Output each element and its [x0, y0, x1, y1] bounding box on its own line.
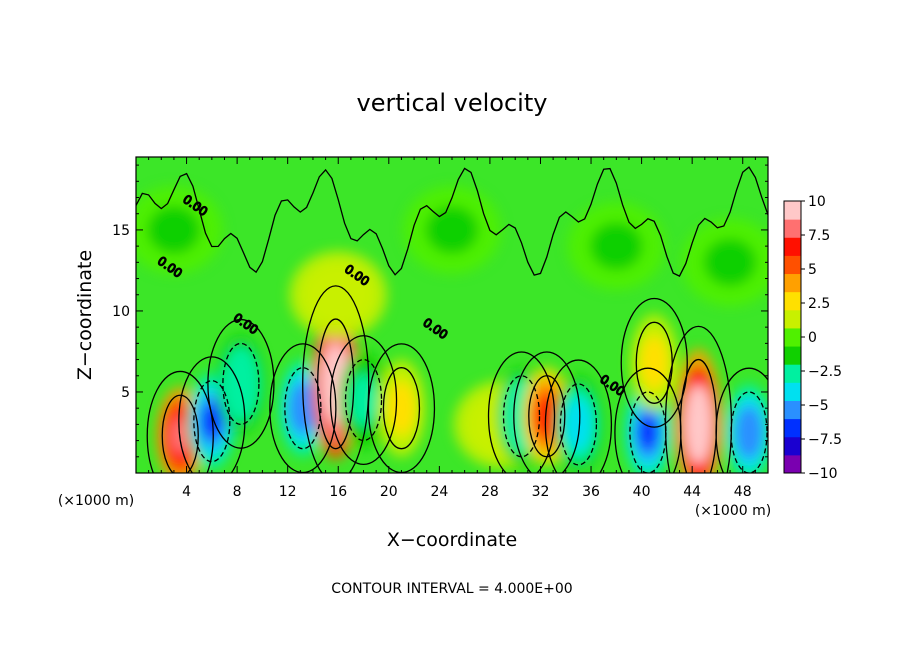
zero-contour-line	[178, 356, 246, 473]
contour-line	[502, 375, 541, 458]
contour-line	[193, 379, 231, 463]
velocity-cell	[567, 202, 666, 291]
colorbar-tick-label: 0	[808, 330, 817, 346]
velocity-cell	[136, 185, 223, 274]
colorbar-tick-label: −7.5	[808, 432, 842, 448]
colorbar-swatch	[784, 237, 801, 256]
y-tick-label: 5	[121, 385, 130, 401]
zero-contour-upper	[136, 166, 768, 277]
contour-line	[635, 321, 673, 404]
zero-contour-line	[207, 318, 275, 449]
velocity-cell	[674, 348, 723, 473]
contour-line	[730, 391, 768, 473]
velocity-cell	[278, 359, 327, 458]
contour-line	[528, 375, 566, 458]
velocity-cell	[681, 218, 768, 307]
colorbar-tick-label: −2.5	[808, 364, 842, 380]
velocity-cell-layer	[712, 246, 748, 279]
contour-line	[222, 342, 260, 426]
y-tick-label: 15	[112, 223, 130, 239]
zero-contour-line	[146, 370, 214, 473]
velocity-cell	[554, 375, 603, 473]
colorbar-tick-label: −10	[808, 466, 838, 482]
colorbar-swatch	[784, 291, 801, 311]
contour-line	[317, 318, 355, 450]
colorbar-swatch	[784, 346, 801, 365]
x-tick-label: 4	[182, 484, 191, 500]
x-tick-label: 16	[329, 484, 347, 500]
colorbar-swatch	[784, 400, 801, 420]
velocity-cell-layer	[644, 345, 665, 381]
contour-line	[161, 394, 199, 473]
zero-contour-line	[664, 325, 733, 473]
x-axis-label: X−coordinate	[387, 529, 517, 551]
x-tick-label: 12	[279, 484, 297, 500]
velocity-field: 0.000.000.000.000.000.00	[136, 157, 768, 473]
colorbar-swatch	[784, 454, 801, 474]
x-tick-label: 48	[734, 484, 752, 500]
velocity-cell	[403, 185, 501, 274]
colorbar-swatch	[784, 309, 801, 329]
zero-contour-line	[544, 359, 613, 473]
colorbar-swatch	[784, 418, 801, 438]
x-tick-label: 32	[532, 484, 550, 500]
x-tick-label: 24	[430, 484, 448, 500]
chart-title: vertical velocity	[357, 89, 548, 117]
colorbar-tick-label: −5	[808, 398, 829, 414]
velocity-cell-layer	[230, 366, 251, 402]
colorbar-tick-label: 7.5	[808, 228, 830, 244]
colorbar-swatch	[784, 382, 801, 401]
colorbar-swatch	[784, 327, 801, 347]
contour-line	[284, 367, 322, 450]
x-tick-label: 20	[380, 484, 398, 500]
zero-contour-line	[715, 367, 768, 473]
colorbar-swatch	[784, 201, 801, 220]
colorbar: 10 7.5 5 2.5 0 −2.5 −5 −7.5 −10	[783, 194, 842, 482]
contour-line	[382, 367, 421, 450]
zero-contour-line	[329, 335, 398, 466]
contour-interval-text: CONTOUR INTERVAL = 4.000E+00	[331, 581, 572, 597]
velocity-cell	[289, 250, 388, 339]
y-axis-label: Z−coordinate	[74, 250, 96, 380]
velocity-cell-layer	[739, 414, 760, 450]
velocity-cell-layer	[156, 213, 192, 246]
colorbar-tick-label: 10	[808, 194, 826, 210]
zero-contour-line	[302, 285, 370, 473]
zero-contour-line	[513, 351, 581, 473]
x-tick-label: 40	[633, 484, 651, 500]
contour-line	[344, 358, 383, 442]
zero-contour-line	[620, 297, 688, 428]
contour-line	[559, 383, 598, 466]
x-unit-label-left: (×1000 m)	[58, 493, 134, 509]
velocity-cell-layer	[598, 230, 634, 263]
colorbar-swatch	[784, 219, 801, 238]
velocity-cell	[216, 334, 265, 433]
colorbar-tick-label: 5	[808, 262, 817, 278]
velocity-cell-layer	[292, 390, 313, 426]
colorbar-swatch	[784, 273, 801, 293]
velocity-cell-layer	[536, 398, 557, 434]
velocity-cell	[725, 383, 768, 473]
velocity-cell-layer	[434, 213, 470, 246]
velocity-cell	[630, 313, 679, 412]
x-unit-label-right: (×1000 m)	[695, 503, 771, 519]
y-tick-label: 10	[112, 304, 130, 320]
colorbar-swatch	[784, 364, 801, 383]
velocity-cell-layer	[688, 398, 709, 450]
velocity-cell-layer	[320, 278, 356, 311]
colorbar-swatch	[784, 436, 801, 456]
zero-contour-line	[487, 351, 556, 473]
x-tick-label: 36	[582, 484, 600, 500]
velocity-cell-layer	[637, 414, 658, 450]
velocity-cell-layer	[568, 406, 589, 442]
x-tick-label: 28	[481, 484, 499, 500]
colorbar-swatch	[784, 255, 801, 275]
x-tick-label: 8	[233, 484, 242, 500]
x-tick-label: 44	[683, 484, 701, 500]
velocity-cell	[377, 359, 426, 458]
colorbar-tick-label: 2.5	[808, 296, 830, 312]
